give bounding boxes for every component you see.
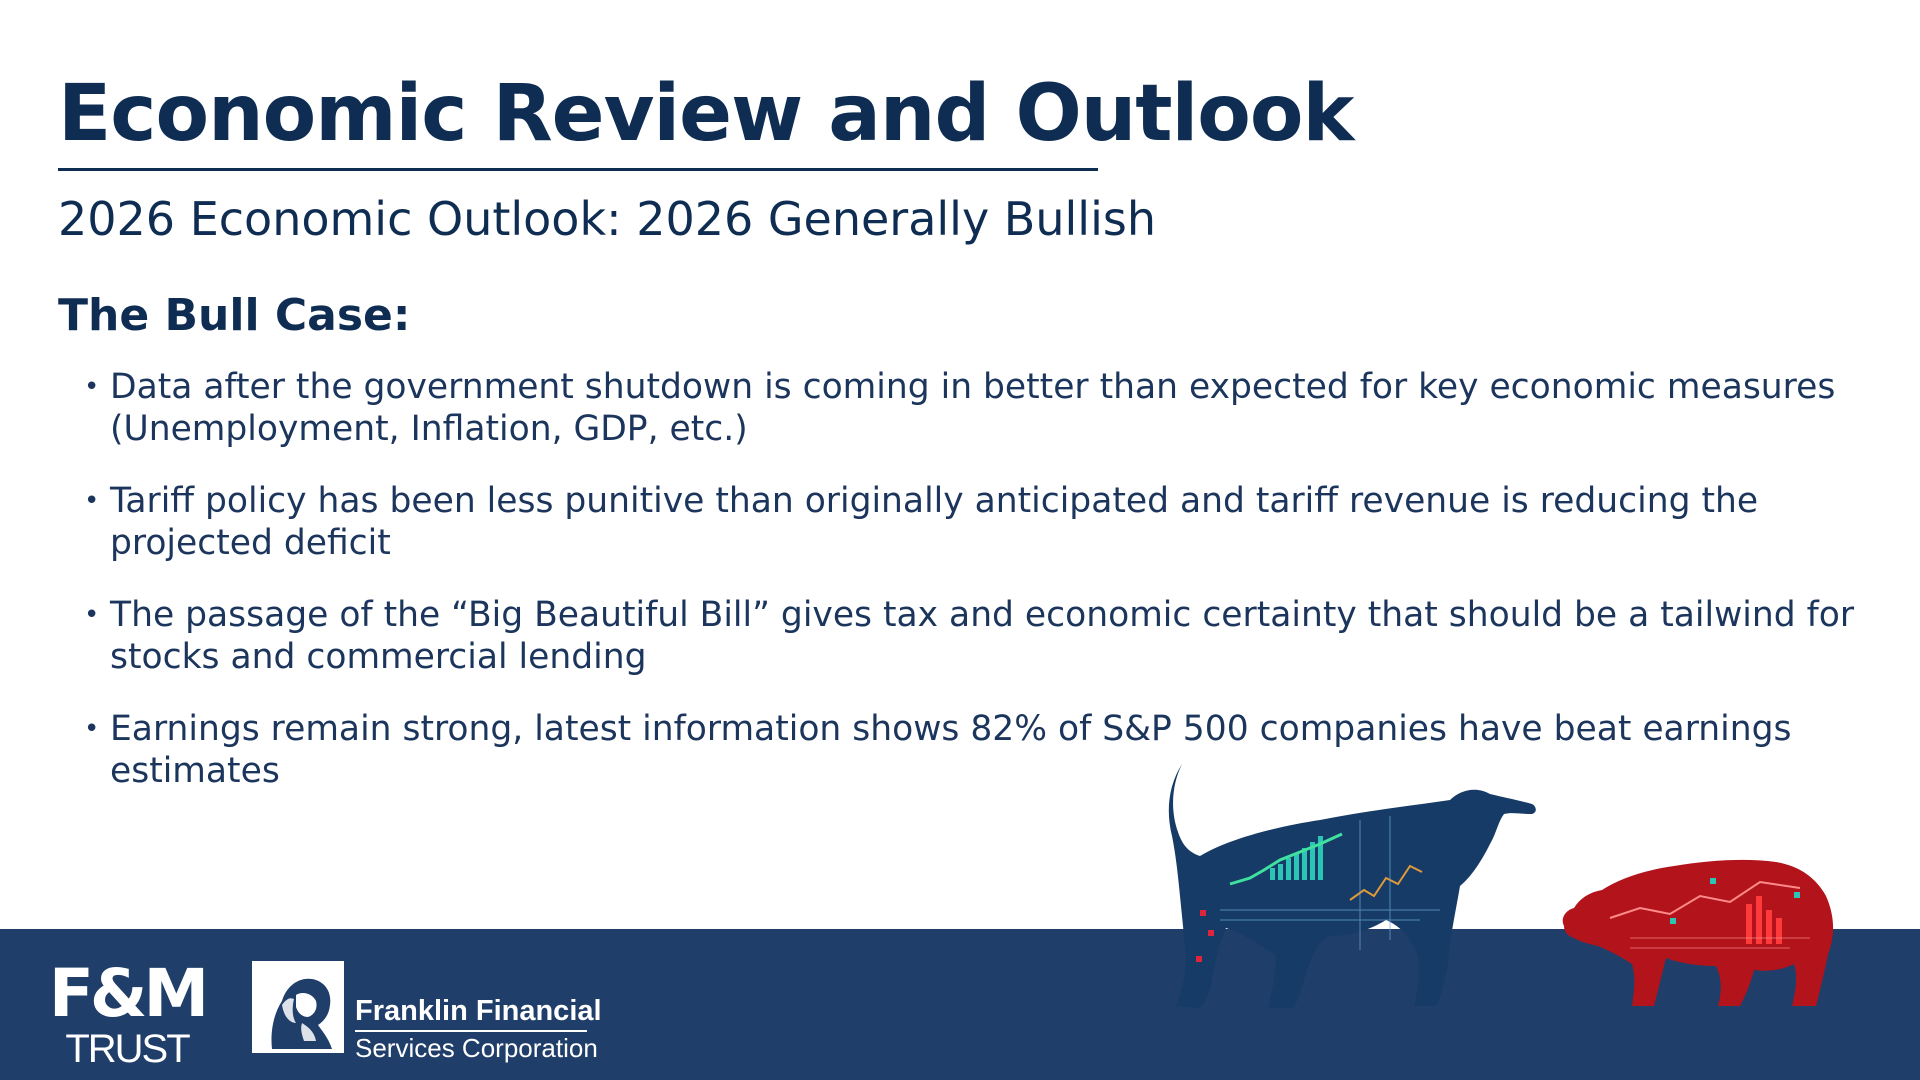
bullet-dot-icon: • [84, 714, 100, 744]
bullet-item: • Data after the government shutdown is … [82, 366, 1882, 450]
svg-text:F&M: F&M [49, 960, 205, 1032]
bullet-text: The passage of the “Big Beautiful Bill” … [110, 595, 1855, 677]
slide-subtitle: 2026 Economic Outlook: 2026 Generally Bu… [58, 192, 1156, 246]
bull-market-icon [1168, 764, 1536, 1008]
fm-trust-logo: F&M TRUST [49, 960, 209, 1066]
bullet-text: Earnings remain strong, latest informati… [110, 709, 1792, 791]
svg-text:TRUST: TRUST [65, 1027, 190, 1066]
franklin-portrait-icon [252, 961, 344, 1053]
bullet-item: • Tariff policy has been less punitive t… [82, 480, 1882, 564]
section-heading: The Bull Case: [58, 290, 411, 341]
bullet-item: • Earnings remain strong, latest informa… [82, 708, 1882, 792]
franklin-divider [355, 1030, 587, 1032]
bullet-text: Data after the government shutdown is co… [110, 367, 1836, 449]
bullet-dot-icon: • [84, 372, 100, 402]
bullet-item: • The passage of the “Big Beautiful Bill… [82, 594, 1882, 678]
bear-market-icon [1562, 859, 1834, 1006]
bullet-text: Tariff policy has been less punitive tha… [110, 481, 1759, 563]
bullet-dot-icon: • [84, 486, 100, 516]
title-underline [58, 168, 1098, 171]
bullet-list: • Data after the government shutdown is … [82, 366, 1882, 822]
bullet-dot-icon: • [84, 600, 100, 630]
franklin-financial-name: Franklin Financial [355, 995, 602, 1027]
franklin-financial-subtitle: Services Corporation [355, 1033, 598, 1063]
slide-title: Economic Review and Outlook [58, 69, 1354, 159]
